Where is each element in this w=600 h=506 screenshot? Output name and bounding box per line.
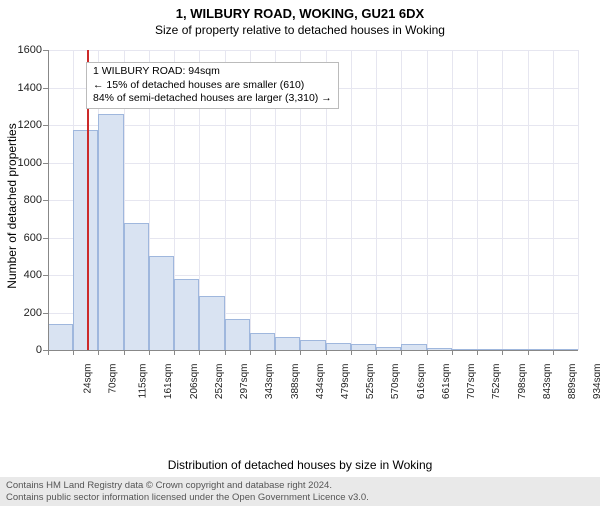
y-gridline	[48, 125, 578, 126]
x-axis-line	[48, 350, 578, 351]
histogram-bar	[225, 319, 250, 350]
footer-line-2: Contains public sector information licen…	[6, 492, 594, 504]
y-tick-label: 1200	[2, 119, 42, 131]
annotation-line-2: ← 15% of detached houses are smaller (61…	[93, 79, 332, 93]
x-tick-label: 661sqm	[441, 364, 452, 400]
x-tick-label: 252sqm	[214, 364, 225, 400]
y-tick-label: 800	[2, 194, 42, 206]
x-tick-label: 24sqm	[82, 364, 93, 394]
x-tick-label: 161sqm	[163, 364, 174, 400]
page-subtitle: Size of property relative to detached ho…	[0, 23, 600, 37]
y-tick-label: 600	[2, 232, 42, 244]
x-tick-label: 343sqm	[264, 364, 275, 400]
y-axis-line	[48, 50, 49, 350]
x-tick-label: 798sqm	[517, 364, 528, 400]
x-gridline	[452, 50, 453, 350]
x-tick-label: 843sqm	[542, 364, 553, 400]
plot-area: 0200400600800100012001400160024sqm70sqm1…	[48, 50, 578, 410]
x-tick-label: 525sqm	[365, 364, 376, 400]
x-tick-label: 889sqm	[567, 364, 578, 400]
chart-area: 0200400600800100012001400160024sqm70sqm1…	[48, 50, 578, 410]
histogram-bar	[250, 333, 275, 350]
y-tick-label: 1400	[2, 82, 42, 94]
annotation-box: 1 WILBURY ROAD: 94sqm← 15% of detached h…	[86, 62, 339, 109]
x-gridline	[553, 50, 554, 350]
x-gridline	[477, 50, 478, 350]
x-gridline	[427, 50, 428, 350]
x-tick-label: 297sqm	[239, 364, 250, 400]
histogram-bar	[149, 256, 174, 350]
histogram-bar	[199, 296, 224, 350]
histogram-bar	[275, 337, 300, 350]
x-tick-label: 70sqm	[107, 364, 118, 394]
y-tick-label: 1000	[2, 157, 42, 169]
y-tick-label: 0	[2, 344, 42, 356]
y-gridline	[48, 163, 578, 164]
annotation-line-1: 1 WILBURY ROAD: 94sqm	[93, 65, 332, 79]
histogram-bar	[48, 324, 73, 350]
x-tick-label: 206sqm	[189, 364, 200, 400]
x-gridline	[528, 50, 529, 350]
histogram-bar	[326, 343, 351, 351]
x-gridline	[578, 50, 579, 350]
histogram-bar	[300, 340, 325, 350]
x-tick-label: 479sqm	[340, 364, 351, 400]
footer-line-1: Contains HM Land Registry data © Crown c…	[6, 480, 594, 492]
x-gridline	[351, 50, 352, 350]
x-tick-label: 434sqm	[315, 364, 326, 400]
histogram-bar	[174, 279, 199, 350]
y-gridline	[48, 50, 578, 51]
y-tick-label: 200	[2, 307, 42, 319]
x-axis-label: Distribution of detached houses by size …	[168, 458, 433, 472]
x-gridline	[502, 50, 503, 350]
x-gridline	[401, 50, 402, 350]
page-title: 1, WILBURY ROAD, WOKING, GU21 6DX	[0, 6, 600, 21]
x-tick-label: 707sqm	[466, 364, 477, 400]
x-tick-label: 752sqm	[492, 364, 503, 400]
histogram-bar	[98, 114, 123, 350]
y-tick-label: 400	[2, 269, 42, 281]
histogram-bar	[124, 223, 149, 351]
y-gridline	[48, 200, 578, 201]
x-tick-label: 115sqm	[137, 364, 148, 399]
footer: Contains HM Land Registry data © Crown c…	[0, 477, 600, 506]
x-tick-label: 388sqm	[290, 364, 301, 400]
x-gridline	[376, 50, 377, 350]
x-tick-label: 570sqm	[391, 364, 402, 400]
annotation-line-3: 84% of semi-detached houses are larger (…	[93, 92, 332, 106]
x-tick-label: 616sqm	[416, 364, 427, 400]
y-tick-label: 1600	[2, 44, 42, 56]
y-axis-label: Number of detached properties	[5, 123, 19, 288]
x-tick-label: 934sqm	[592, 364, 600, 400]
